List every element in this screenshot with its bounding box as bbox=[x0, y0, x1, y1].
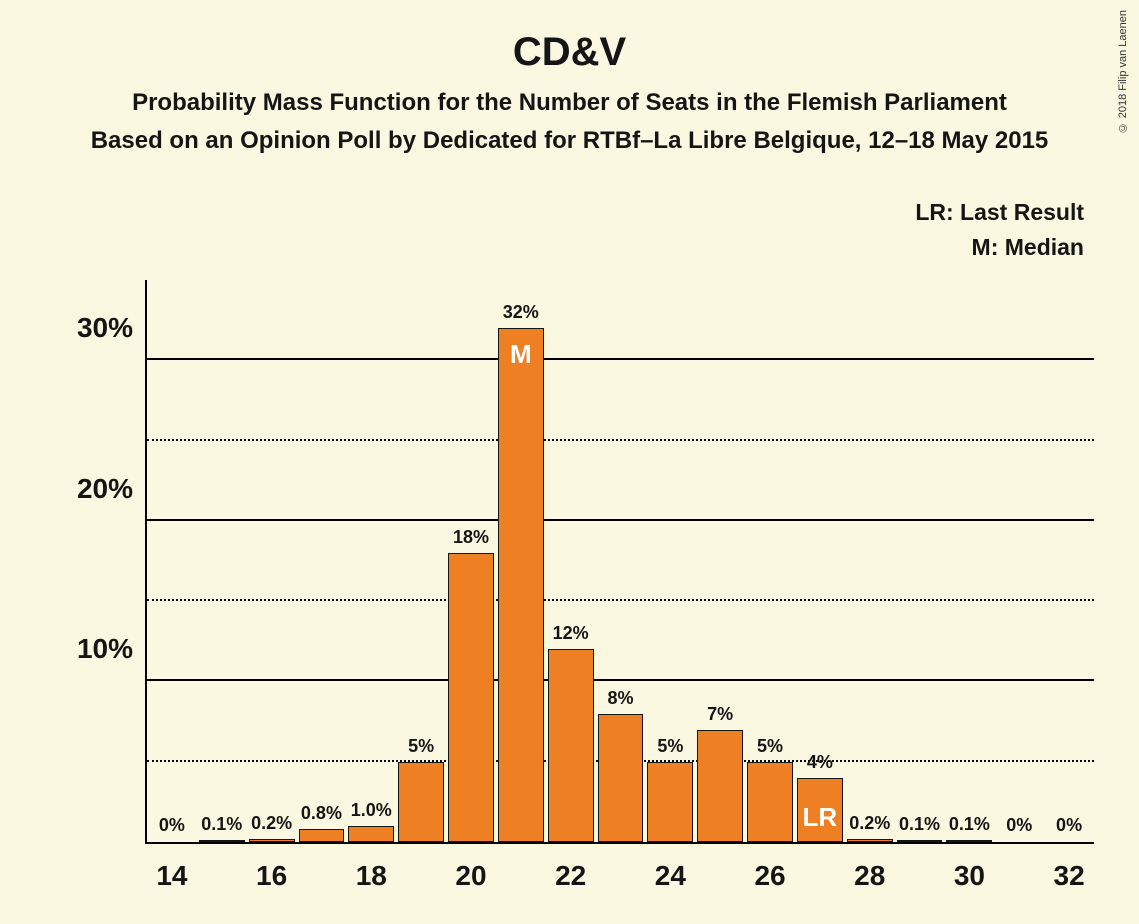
bar-label: 8% bbox=[607, 688, 633, 709]
bar: 0.2% bbox=[847, 839, 893, 842]
bar: 5% bbox=[747, 762, 793, 842]
x-tick-label: 30 bbox=[954, 860, 985, 892]
bar: 1.0% bbox=[348, 826, 394, 842]
bar: 5% bbox=[398, 762, 444, 842]
bar-label: 0.1% bbox=[899, 814, 940, 835]
bar: 12% bbox=[548, 649, 594, 842]
bar-label: 0.2% bbox=[849, 813, 890, 834]
x-tick-label: 28 bbox=[854, 860, 885, 892]
bar-label: 12% bbox=[553, 623, 589, 644]
x-tick-label: 18 bbox=[356, 860, 387, 892]
bar-label: 18% bbox=[453, 527, 489, 548]
bar-label: 0.1% bbox=[201, 814, 242, 835]
bar: 0.1% bbox=[897, 840, 943, 842]
x-tick-label: 32 bbox=[1054, 860, 1085, 892]
bar: 0.1% bbox=[946, 840, 992, 842]
bar-inner-label: M bbox=[510, 339, 532, 370]
subtitle-2: Based on an Opinion Poll by Dedicated fo… bbox=[0, 127, 1139, 155]
gridline-major bbox=[147, 358, 1094, 360]
y-tick-label: 10% bbox=[77, 633, 133, 665]
gridline-minor bbox=[147, 599, 1094, 601]
bar-label: 5% bbox=[408, 736, 434, 757]
bar: 0.1% bbox=[199, 840, 245, 842]
bar: 0.2% bbox=[249, 839, 295, 842]
bar-label: 7% bbox=[707, 704, 733, 725]
subtitle-1: Probability Mass Function for the Number… bbox=[0, 89, 1139, 117]
bar-label: 0% bbox=[1056, 815, 1082, 836]
x-tick-label: 26 bbox=[754, 860, 785, 892]
bar-label: 0.2% bbox=[251, 813, 292, 834]
bar: 7% bbox=[697, 730, 743, 842]
gridline-major bbox=[147, 519, 1094, 521]
bar-label: 1.0% bbox=[351, 800, 392, 821]
x-tick-label: 20 bbox=[455, 860, 486, 892]
bar: 8% bbox=[598, 714, 644, 842]
bar-label: 0% bbox=[159, 815, 185, 836]
bar: 18% bbox=[448, 553, 494, 842]
x-tick-label: 22 bbox=[555, 860, 586, 892]
x-tick-label: 14 bbox=[156, 860, 187, 892]
bar: 4%LR bbox=[797, 778, 843, 842]
bar-label: 4% bbox=[807, 752, 833, 773]
main-title: CD&V bbox=[0, 30, 1139, 75]
title-block: CD&V Probability Mass Function for the N… bbox=[0, 0, 1139, 155]
bar-label: 32% bbox=[503, 302, 539, 323]
bar-inner-label: LR bbox=[803, 802, 838, 833]
bar-label: 5% bbox=[657, 736, 683, 757]
bar-label: 0.1% bbox=[949, 814, 990, 835]
bar-label: 0.8% bbox=[301, 803, 342, 824]
bar: 32%M bbox=[498, 328, 544, 842]
y-tick-label: 20% bbox=[77, 473, 133, 505]
bar: 0.8% bbox=[299, 829, 345, 842]
bar-label: 0% bbox=[1006, 815, 1032, 836]
gridline-minor bbox=[147, 439, 1094, 441]
chart-wrap: 10% 20% 30% 14 16 18 20 22 24 26 28 30 32 0% 0.1% 0.2% 0… bbox=[40, 195, 1094, 904]
bar-label: 5% bbox=[757, 736, 783, 757]
copyright-text: © 2018 Filip van Laenen bbox=[1117, 10, 1129, 133]
plot-area: 10%20%30%141618202224262830320%0.1%0.2%0… bbox=[145, 280, 1094, 844]
y-tick-label: 30% bbox=[77, 312, 133, 344]
x-tick-label: 16 bbox=[256, 860, 287, 892]
x-tick-label: 24 bbox=[655, 860, 686, 892]
bar: 5% bbox=[647, 762, 693, 842]
gridline-major bbox=[147, 679, 1094, 681]
